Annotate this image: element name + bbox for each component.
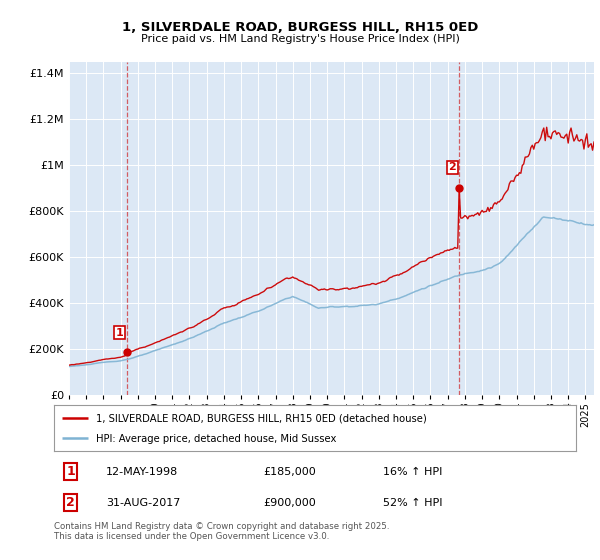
- Text: 16% ↑ HPI: 16% ↑ HPI: [383, 466, 442, 477]
- Text: 1: 1: [116, 328, 124, 338]
- Text: £900,000: £900,000: [263, 497, 316, 507]
- Text: 2: 2: [67, 496, 75, 509]
- Text: Price paid vs. HM Land Registry's House Price Index (HPI): Price paid vs. HM Land Registry's House …: [140, 34, 460, 44]
- Text: Contains HM Land Registry data © Crown copyright and database right 2025.
This d: Contains HM Land Registry data © Crown c…: [54, 522, 389, 542]
- Text: 1: 1: [67, 465, 75, 478]
- Text: £185,000: £185,000: [263, 466, 316, 477]
- Text: HPI: Average price, detached house, Mid Sussex: HPI: Average price, detached house, Mid …: [96, 434, 336, 444]
- Text: 1, SILVERDALE ROAD, BURGESS HILL, RH15 0ED: 1, SILVERDALE ROAD, BURGESS HILL, RH15 0…: [122, 21, 478, 34]
- Text: 52% ↑ HPI: 52% ↑ HPI: [383, 497, 442, 507]
- Text: 31-AUG-2017: 31-AUG-2017: [106, 497, 181, 507]
- Text: 12-MAY-1998: 12-MAY-1998: [106, 466, 178, 477]
- Text: 2: 2: [448, 162, 456, 172]
- Text: 1, SILVERDALE ROAD, BURGESS HILL, RH15 0ED (detached house): 1, SILVERDALE ROAD, BURGESS HILL, RH15 0…: [96, 414, 427, 424]
